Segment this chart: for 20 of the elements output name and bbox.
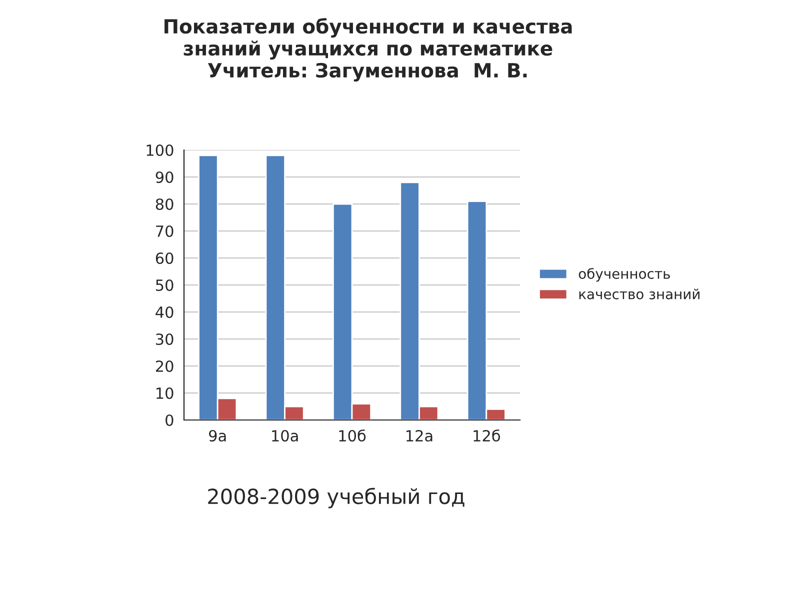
y-tick-label: 40: [156, 306, 174, 318]
x-tick-label: 10а: [272, 430, 298, 442]
y-tick-label: 80: [156, 198, 174, 210]
x-tick-label: 10б: [339, 429, 366, 442]
y-tick-label: 50: [156, 279, 174, 292]
y-tick-label: 0: [166, 414, 174, 426]
y-tick-label: 100: [146, 144, 174, 156]
chart-title: Показатели обученности и качества знаний учащихся по математике Учитель: Загуменнова М. В.: [164, 18, 572, 82]
y-tick-label: 30: [156, 333, 174, 346]
y-tick-label: 20: [156, 360, 174, 372]
x-tick-label: 12б: [474, 429, 500, 442]
y-tick-label: 90: [156, 171, 174, 184]
y-tick-label: 10: [156, 387, 174, 400]
x-tick-label: 12а: [406, 430, 432, 442]
x-tick-label: 9а: [209, 430, 226, 442]
legend-label: качество знаний: [579, 288, 700, 300]
text: 2008-2009 учебный год: [208, 488, 464, 508]
y-tick-label: 60: [156, 252, 174, 264]
y-tick-label: 70: [156, 225, 174, 238]
legend-label: обученность: [578, 268, 670, 282]
